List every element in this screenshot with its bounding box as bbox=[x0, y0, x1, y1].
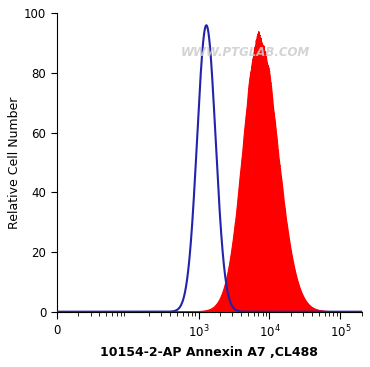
Y-axis label: Relative Cell Number: Relative Cell Number bbox=[9, 96, 21, 229]
X-axis label: 10154-2-AP Annexin A7 ,CL488: 10154-2-AP Annexin A7 ,CL488 bbox=[100, 346, 318, 359]
Text: WWW.PTGLAB.COM: WWW.PTGLAB.COM bbox=[181, 46, 310, 59]
